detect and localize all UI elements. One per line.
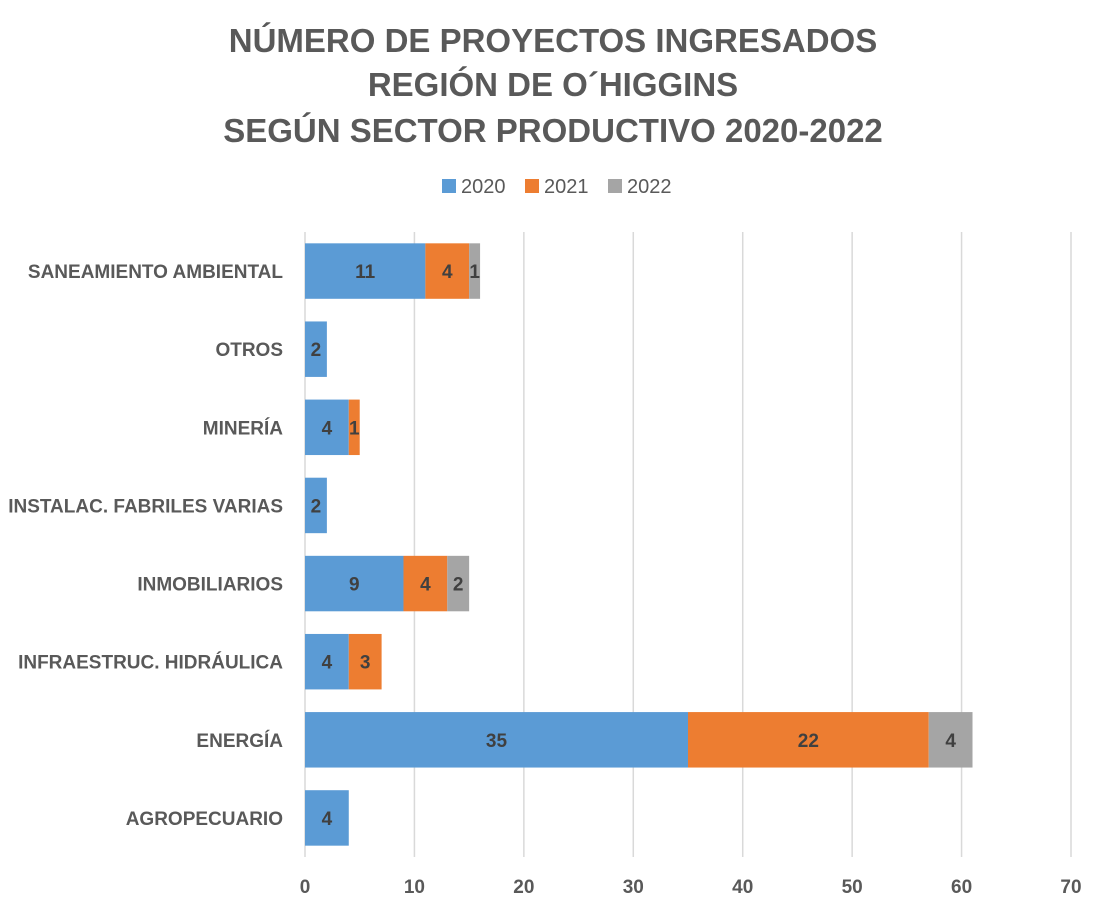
x-tick-label-20: 20: [513, 877, 534, 898]
chart-title-line-3: SEGÚN SECTOR PRODUCTIVO 2020-2022: [223, 112, 883, 149]
bars: 11 4 124 129 4 24 335 22 44: [305, 243, 973, 846]
bar-saneamiento-ambiental-2020: [305, 243, 426, 299]
chart-title-line-1: NÚMERO DE PROYECTOS INGRESADOS: [229, 22, 877, 59]
bar-saneamiento-ambiental-2022: [469, 243, 481, 299]
legend-label-2022: 2022: [627, 176, 672, 198]
category-label-agropecuario: AGROPECUARIO: [126, 809, 283, 830]
x-tick-label-10: 10: [404, 877, 425, 898]
bar-inmobiliarios-2020: [305, 555, 404, 612]
legend-swatch-2022: [608, 179, 622, 193]
bar-instalac-fabriles-varias-2020: [305, 477, 327, 534]
gridlines: [304, 232, 1072, 857]
x-tick-label-50: 50: [842, 877, 863, 898]
category-label-inmobiliarios: INMOBILIARIOS: [137, 575, 283, 596]
bar-infraestruc-hidraulica-2020: [305, 633, 349, 690]
bar-energia-2022: [928, 712, 973, 768]
bar-inmobiliarios-2021: [403, 555, 448, 612]
data-label-mineria-2020: 4: [322, 418, 333, 439]
chart-title-line-2: REGIÓN DE O´HIGGINS: [368, 66, 738, 103]
x-axis-ticks: 0 10 20 30 40 50 60 70: [300, 877, 1082, 898]
data-label-instalac-fabriles-varias-2020: 2: [311, 496, 322, 517]
category-label-otros: OTROS: [215, 340, 283, 361]
data-label-energia-2020: 35: [486, 731, 508, 752]
chart-title: NÚMERO DE PROYECTOS INGRESADOS REGIÓN DE…: [223, 22, 883, 149]
category-label-infraestruc-hidraulica: INFRAESTRUC. HIDRÁULICA: [18, 652, 283, 674]
x-tick-label-30: 30: [623, 877, 644, 898]
data-label-mineria-2021: 1: [349, 418, 360, 439]
bar-inmobiliarios-2022: [447, 555, 470, 612]
x-tick-label-70: 70: [1060, 877, 1081, 898]
legend-swatch-2020: [442, 179, 456, 193]
bar-infraestruc-hidraulica-2021: [348, 633, 382, 690]
category-label-mineria: MINERÍA: [203, 417, 284, 439]
data-label-agropecuario-2020: 4: [322, 809, 333, 830]
bar-mineria-2021: [348, 399, 360, 456]
legend-swatch-2021: [525, 179, 539, 193]
bar-otros-2020: [305, 321, 327, 377]
data-label-infraestruc-hidraulica-2021: 3: [360, 653, 371, 674]
data-label-otros-2020: 2: [311, 340, 322, 361]
bar-mineria-2020: [305, 399, 349, 456]
category-label-energia: ENERGÍA: [196, 730, 283, 752]
x-tick-label-0: 0: [300, 877, 311, 898]
category-label-instalac-fabriles-varias: INSTALAC. FABRILES VARIAS: [8, 496, 283, 517]
bar-energia-2021: [688, 712, 929, 768]
data-label-infraestruc-hidraulica-2020: 4: [322, 653, 333, 674]
data-label-energia-2022: 4: [945, 731, 956, 752]
bar-saneamiento-ambiental-2021: [425, 243, 470, 299]
data-label-saneamiento-ambiental-2020: 11: [355, 262, 376, 283]
legend-label-2021: 2021: [544, 176, 589, 198]
x-tick-label-60: 60: [951, 877, 972, 898]
legend: 2020 2021 2022: [442, 176, 672, 198]
bar-energia-2020: [305, 712, 688, 768]
data-label-inmobiliarios-2020: 9: [349, 575, 360, 596]
legend-label-2020: 2020: [461, 176, 506, 198]
x-tick-label-40: 40: [732, 877, 753, 898]
data-label-saneamiento-ambiental-2021: 4: [442, 262, 453, 283]
data-label-saneamiento-ambiental-2022: 1: [469, 262, 480, 283]
data-label-inmobiliarios-2021: 4: [420, 575, 431, 596]
data-label-inmobiliarios-2022: 2: [453, 575, 464, 596]
bar-agropecuario-2020: [305, 790, 349, 846]
data-label-energia-2021: 22: [798, 731, 819, 752]
category-label-saneamiento-ambiental: SANEAMIENTO AMBIENTAL: [28, 262, 283, 283]
category-labels: SANEAMIENTO AMBIENTAL OTROS MINERÍA INSTALA…: [8, 262, 283, 830]
